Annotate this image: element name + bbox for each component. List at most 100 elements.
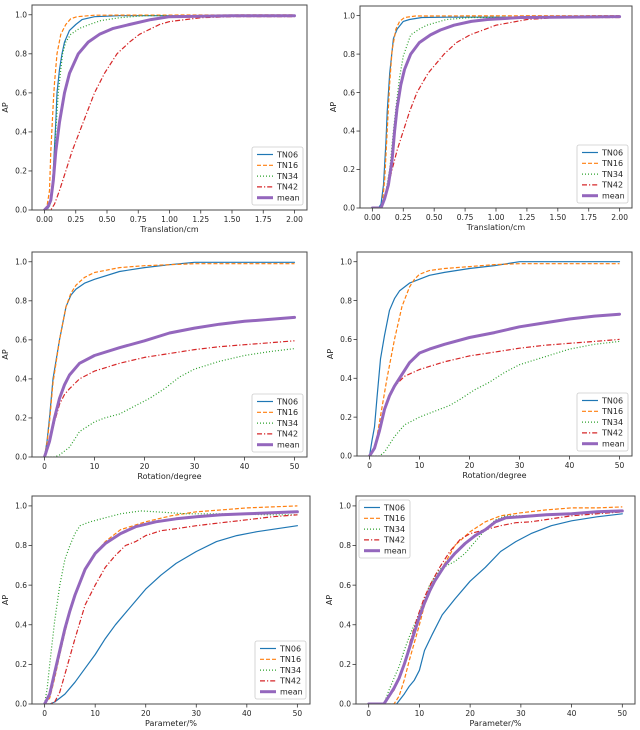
series-line-tn06 <box>43 261 296 457</box>
legend-item-tn34: TN34 <box>364 525 405 534</box>
y-tick-label: 0.8 <box>340 296 352 305</box>
legend-label: TN42 <box>276 430 298 439</box>
plot-area <box>43 505 299 704</box>
legend-item-tn16: TN16 <box>582 407 623 416</box>
legend-label: TN34 <box>276 419 298 428</box>
legend-label: TN06 <box>601 148 623 157</box>
x-tick-label: 30 <box>191 709 201 718</box>
legend-item-tn06: TN06 <box>364 503 405 512</box>
legend-item-tn34: TN34 <box>582 418 623 427</box>
legend-label: mean <box>384 547 407 556</box>
legend-item-tn16: TN16 <box>364 514 405 523</box>
x-tick-label: 50 <box>290 462 300 471</box>
x-tick-label: 1.25 <box>519 213 536 222</box>
x-axis-label: Translation/cm <box>466 223 526 232</box>
legend-box <box>254 640 307 700</box>
axes-frame <box>356 251 633 457</box>
legend-item-tn06: TN06 <box>582 148 623 157</box>
legend-label: mean <box>602 192 625 201</box>
series-line-mean <box>43 510 299 704</box>
legend-label: TN06 <box>279 644 301 653</box>
x-tick-label: 0.00 <box>364 213 381 222</box>
x-axis-label: Parameter/% <box>145 719 197 728</box>
y-tick-label: 0.0 <box>15 700 27 709</box>
x-tick-label: 50 <box>615 461 625 470</box>
y-tick-label: 0.2 <box>340 413 352 422</box>
legend-item-tn16: TN16 <box>582 159 623 168</box>
legend-label: TN34 <box>601 170 623 179</box>
y-tick-label: 1.0 <box>15 257 27 266</box>
y-tick-label: 0.0 <box>340 452 352 461</box>
legend-item-tn42: TN42 <box>260 677 301 686</box>
legend-label: TN16 <box>601 159 623 168</box>
legend-label: TN34 <box>279 666 301 675</box>
series-line-mean <box>43 14 296 210</box>
x-tick-label: 0.25 <box>395 213 412 222</box>
legend-label: mean <box>277 441 300 450</box>
legend-item-tn34: TN34 <box>260 666 301 675</box>
legend-label: mean <box>280 688 303 697</box>
series-line-tn16 <box>43 14 295 210</box>
y-tick-label: 0.8 <box>15 541 27 550</box>
legend-label: TN42 <box>276 183 298 192</box>
series-line-tn16 <box>368 263 620 456</box>
legend-label: TN42 <box>383 536 405 545</box>
y-tick-label: 1.0 <box>340 257 352 266</box>
legend-item-tn34: TN34 <box>582 170 623 179</box>
series-line-tn34 <box>44 15 295 210</box>
y-tick-label: 0.0 <box>343 204 355 213</box>
y-tick-label: 0.2 <box>343 165 355 174</box>
series-line-tn42 <box>44 514 298 704</box>
series-line-mean <box>43 315 296 457</box>
chart-rotation-b: 0 10 20 30 40 50 0.0 0.2 0.4 0.6 0.8 1.0 Rotation/de… <box>326 251 633 480</box>
y-tick-label: 0.8 <box>15 297 27 306</box>
x-tick-label: 0.75 <box>457 213 474 222</box>
y-axis-label: AP <box>1 349 10 359</box>
series-line-mean <box>368 312 621 456</box>
y-tick-label: 0.0 <box>339 700 351 709</box>
chart-parameter-a: 0 10 20 30 40 50 0.0 0.2 0.4 0.6 0.8 1.0 Parameter/%… <box>1 495 311 728</box>
x-tick-label: 0 <box>42 462 47 471</box>
legend-label: TN42 <box>601 429 623 438</box>
series-line-tn06 <box>371 16 621 208</box>
y-tick-label: 0.8 <box>15 50 27 59</box>
legend-item-tn42: TN42 <box>257 183 298 192</box>
x-tick-label: 30 <box>516 709 526 718</box>
x-tick-label: 1.00 <box>161 215 178 224</box>
x-tick-label: 20 <box>141 709 151 718</box>
x-tick-label: 1.75 <box>255 215 272 224</box>
series-line-mean <box>370 15 622 208</box>
plot-area <box>368 261 621 456</box>
legend-item-tn42: TN42 <box>582 181 623 190</box>
x-tick-label: 1.00 <box>488 213 505 222</box>
legend: TN06 TN16 TN34 TN42 mean <box>576 392 629 452</box>
x-tick-label: 50 <box>293 709 303 718</box>
y-tick-label: 0.0 <box>15 206 27 215</box>
x-tick-label: 0 <box>367 461 372 470</box>
legend-item-tn34: TN34 <box>257 172 298 181</box>
legend-label: TN06 <box>276 397 298 406</box>
legend-item-tn16: TN16 <box>260 655 301 664</box>
y-tick-label: 0.4 <box>15 128 27 137</box>
series-line-tn16 <box>43 263 295 457</box>
y-tick-label: 0.0 <box>15 453 27 462</box>
x-tick-label: 2.00 <box>611 213 628 222</box>
y-tick-label: 0.4 <box>339 620 351 629</box>
x-tick-label: 2.00 <box>286 215 303 224</box>
series-line-tn42 <box>44 16 295 210</box>
legend-item-tn42: TN42 <box>582 429 623 438</box>
legend-item-mean: mean <box>364 547 407 556</box>
y-tick-label: 1.0 <box>15 10 27 19</box>
y-tick-label: 0.2 <box>15 414 27 423</box>
y-tick-label: 0.2 <box>339 660 351 669</box>
y-tick-label: 0.8 <box>339 541 351 550</box>
legend-label: mean <box>277 194 300 203</box>
legend: TN06 TN16 TN34 TN42 mean <box>358 499 411 559</box>
x-tick-label: 0 <box>42 709 47 718</box>
legend-label: TN34 <box>601 418 623 427</box>
y-axis-label: AP <box>1 595 10 605</box>
legend-box <box>576 144 629 204</box>
legend-label: TN16 <box>276 408 298 417</box>
y-tick-label: 1.0 <box>339 502 351 511</box>
y-tick-label: 0.4 <box>343 127 355 136</box>
